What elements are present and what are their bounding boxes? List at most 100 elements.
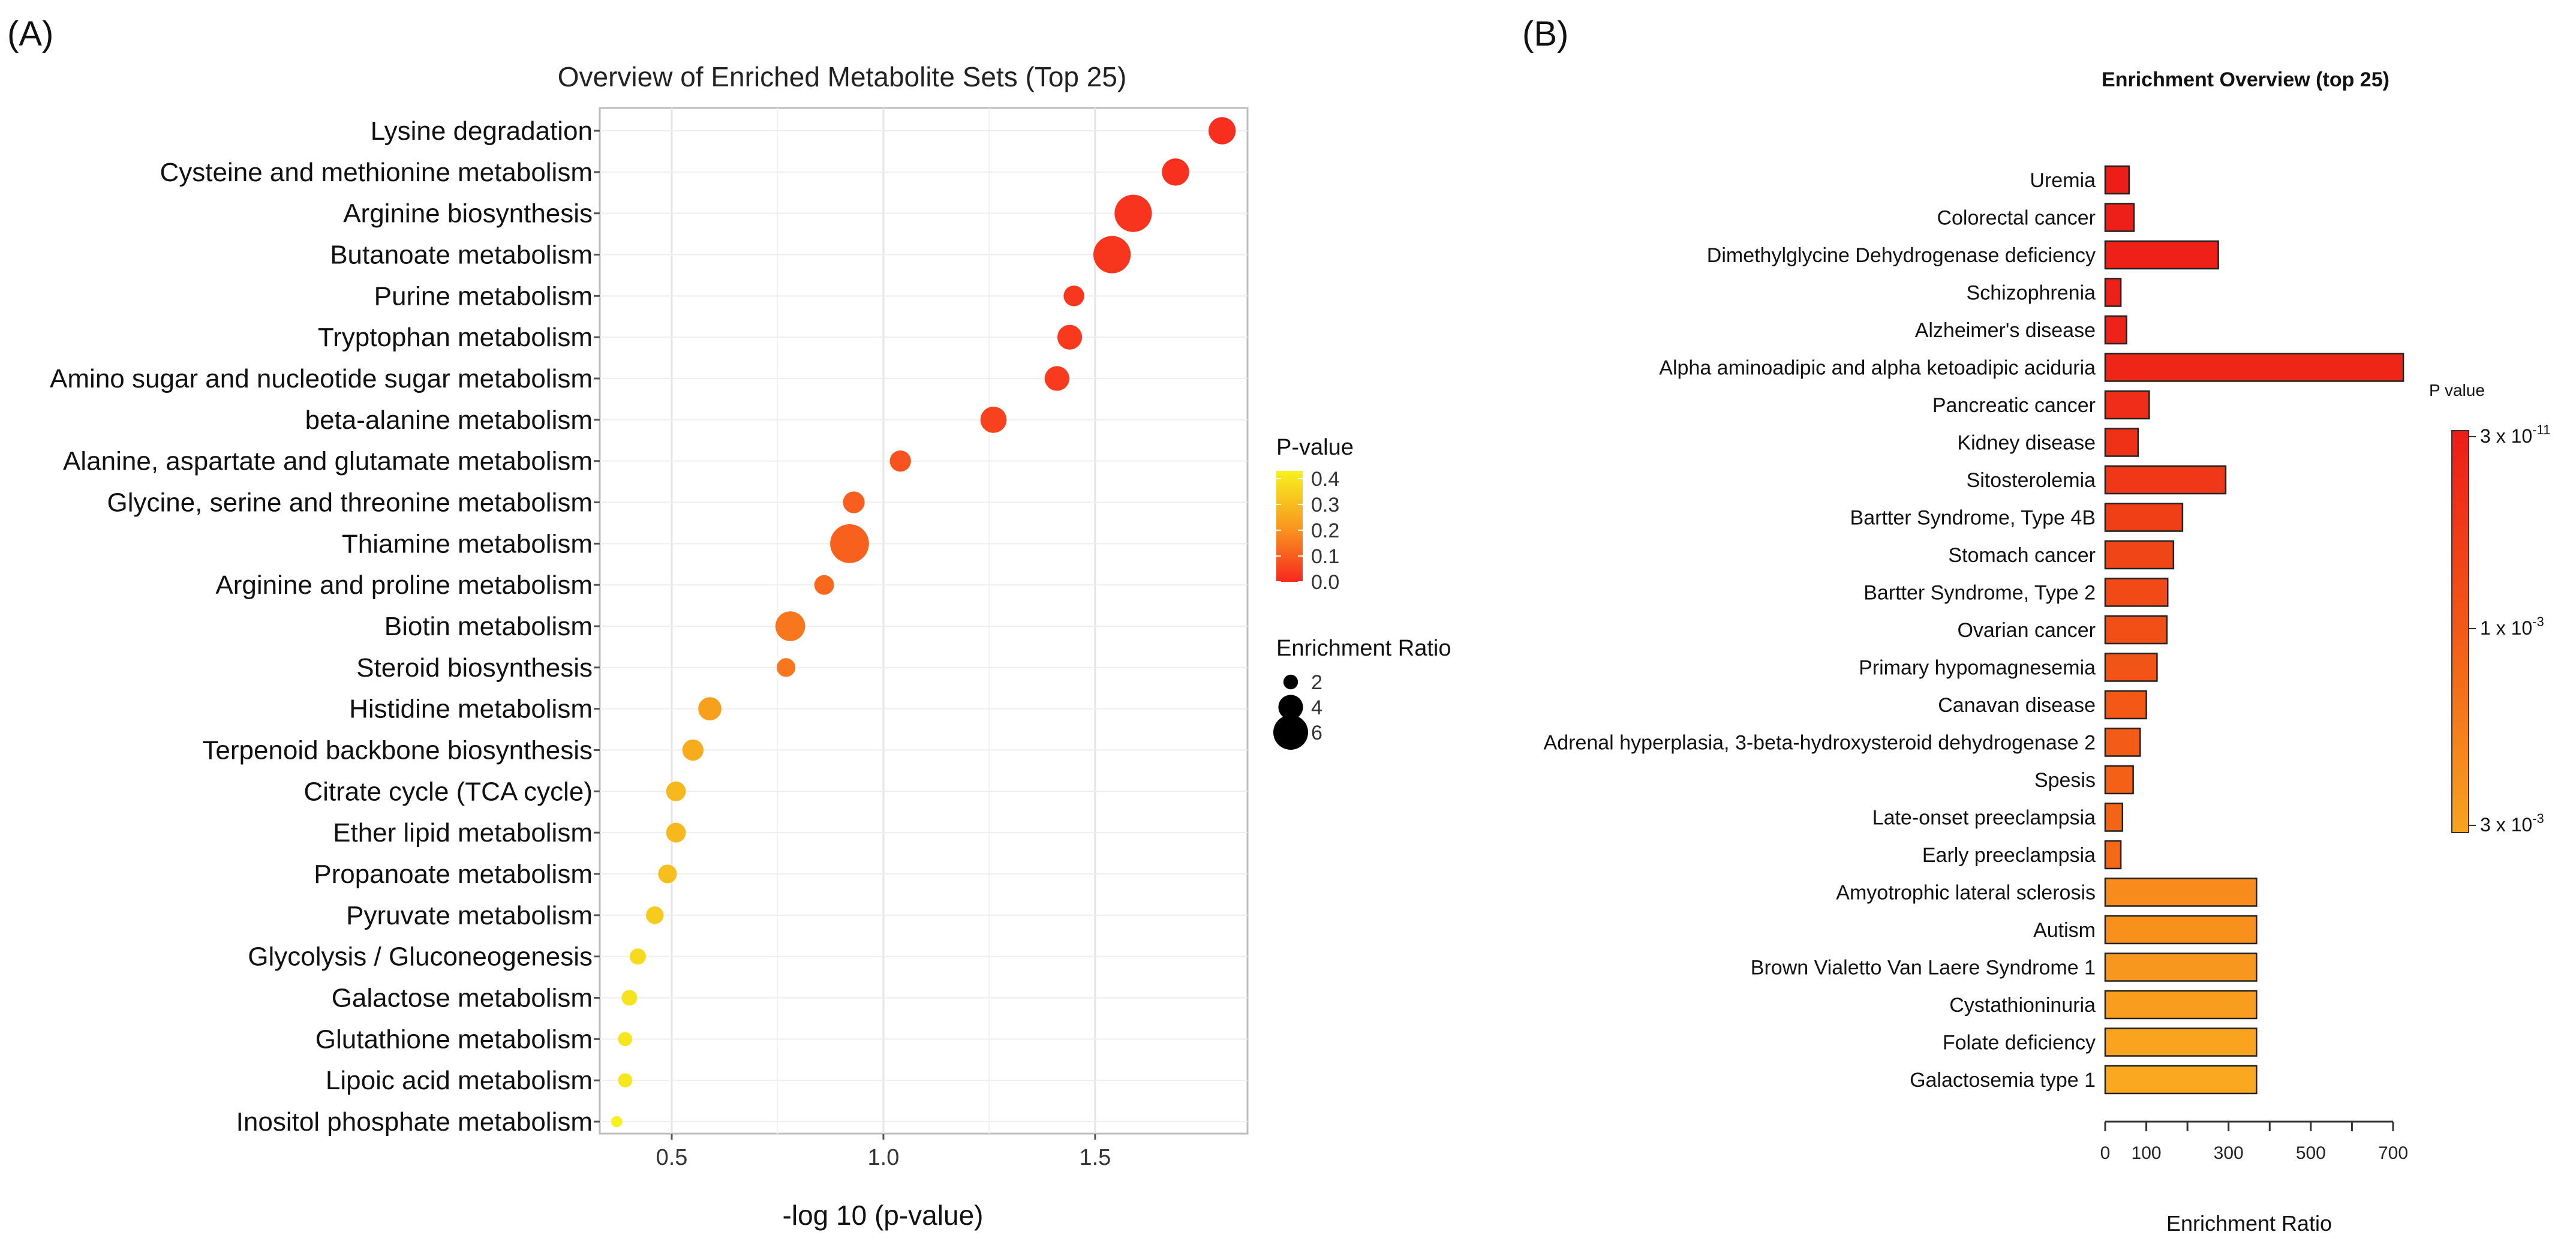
data-point [843, 491, 865, 513]
category-label: Alanine, aspartate and glutamate metabol… [63, 447, 593, 476]
chart-b-x-axis-title: Enrichment Ratio [2166, 1211, 2332, 1236]
bar [2104, 278, 2122, 307]
chart-a-x-axis-title: -log 10 (p-value) [783, 1200, 984, 1231]
category-label: Citrate cycle (TCA cycle) [303, 777, 593, 806]
category-label: Brown Vialetto Van Laere Syndrome 1 [1751, 957, 2096, 979]
data-point [814, 575, 834, 595]
bar [2104, 952, 2258, 982]
category-label: Kidney disease [1957, 432, 2096, 455]
x-tick-label: 700 [2378, 1143, 2408, 1163]
data-point [618, 1073, 633, 1087]
chart-a-color-legend: P-value 0.4 0.3 0.2 0.1 0.0 [1276, 435, 1354, 594]
colorbar-label: 3 x 10-3 [2480, 811, 2544, 836]
category-label: beta-alanine metabolism [305, 405, 593, 435]
x-tick-label: 100 [2132, 1143, 2162, 1163]
size-legend-dot [1283, 674, 1298, 690]
chart-b-category-labels: Uremia Colorectal cancer Dimethylglycine D… [1544, 169, 2096, 1092]
x-tick-label: 1.0 [868, 1145, 900, 1170]
data-point [1044, 366, 1069, 391]
bar [2104, 578, 2169, 607]
category-label: Spesis [2034, 769, 2096, 792]
bar [2104, 915, 2258, 945]
data-point [658, 864, 677, 884]
category-label: Primary hypomagnesemia [1859, 657, 2096, 680]
data-point [621, 990, 638, 1006]
color-legend-ticks: 0.4 0.3 0.2 0.1 0.0 [1276, 468, 1339, 594]
category-label: Purine metabolism [374, 281, 593, 311]
data-point [1093, 236, 1131, 274]
bar [2104, 1027, 2258, 1057]
category-label: Amyotrophic lateral sclerosis [1836, 882, 2096, 905]
colorbar-title: P value [2429, 381, 2485, 399]
data-point [698, 697, 722, 721]
data-point [830, 524, 869, 563]
size-legend-title: Enrichment Ratio [1276, 636, 1451, 661]
bar [2104, 615, 2168, 645]
data-point [775, 611, 805, 641]
colorbar-labels: 3 x 10-11 1 x 10-3 3 x 10-3 [2469, 422, 2550, 836]
category-label: Canavan disease [1938, 694, 2096, 717]
bar [2104, 353, 2404, 382]
category-label: Glycine, serine and threonine metabolism [107, 488, 593, 518]
size-legend-label: 6 [1311, 722, 1322, 744]
color-legend-tick-label: 0.4 [1311, 468, 1339, 491]
category-label: Early preeclampsia [1922, 844, 2096, 867]
colorbar-label-exponent: -11 [2532, 422, 2550, 437]
bar [2104, 803, 2124, 832]
category-label: Schizophrenia [1967, 282, 2096, 305]
category-label: Autism [2033, 919, 2096, 942]
bar [2104, 1065, 2258, 1095]
data-point [611, 1116, 623, 1128]
bar [2104, 465, 2227, 495]
data-point [1208, 117, 1236, 145]
color-legend-tick-label: 0.0 [1311, 571, 1339, 594]
bar [2104, 428, 2139, 457]
color-legend-tick-label: 0.1 [1311, 545, 1339, 568]
size-legend-items: 24 6 [1273, 671, 1322, 750]
category-label: Biotin metabolism [384, 612, 593, 641]
panel-b-label: (B) [1522, 14, 1568, 53]
data-point [777, 658, 796, 677]
bar [2104, 990, 2258, 1020]
data-point [1063, 286, 1084, 307]
category-label: Glutathione metabolism [315, 1024, 593, 1054]
color-legend-tick-label: 0.2 [1311, 519, 1339, 542]
category-label: Stomach cancer [1948, 544, 2096, 567]
category-label: Glycolysis / Gluconeogenesis [248, 942, 593, 972]
category-label: Steroid biosynthesis [356, 653, 593, 683]
category-label: Galactosemia type 1 [1910, 1069, 2096, 1092]
category-label: Galactose metabolism [332, 984, 593, 1013]
data-point [618, 1032, 633, 1047]
bar [2104, 653, 2158, 682]
bar [2104, 390, 2150, 420]
data-point [1114, 194, 1152, 232]
category-label: Pancreatic cancer [1932, 394, 2096, 417]
data-point [646, 906, 664, 924]
category-label: Bartter Syndrome, Type 4B [1850, 507, 2096, 530]
x-tick-label: 0 [2100, 1143, 2111, 1163]
colorbar-label-exponent: -3 [2532, 811, 2544, 826]
chart-a-title: Overview of Enriched Metabolite Sets (To… [558, 61, 1127, 92]
category-label: Lipoic acid metabolism [326, 1066, 593, 1095]
panel-a: (A) Overview of Enriched Metabolite Sets… [7, 14, 1451, 1231]
size-legend-label: 4 [1311, 696, 1322, 719]
colorbar-gradient [2451, 430, 2469, 833]
chart-b-x-ticks: 0 100 300 500 700 [2100, 1122, 2408, 1163]
chart-b-colorbar: P value 3 x 10-11 1 x 10-3 3 x 10-3 [2429, 381, 2550, 836]
bar [2104, 765, 2134, 795]
category-label: Amino sugar and nucleotide sugar metabol… [50, 364, 593, 393]
colorbar-label: 1 x 10-3 [2480, 614, 2544, 639]
size-legend-dot [1273, 715, 1308, 750]
category-label: Histidine metabolism [349, 695, 593, 724]
bar [2104, 540, 2175, 570]
chart-a-category-labels: Lysine degradation Cysteine and methionin… [50, 116, 600, 1137]
bar [2104, 165, 2130, 195]
category-label: Tryptophan metabolism [318, 323, 593, 352]
chart-b-bars [2104, 165, 2404, 1095]
bar [2104, 503, 2184, 532]
category-label: Dimethylglycine Dehydrogenase deficiency [1707, 244, 2096, 267]
category-label: Inositol phosphate metabolism [236, 1107, 593, 1137]
category-label: Alpha aminoadipic and alpha ketoadipic a… [1659, 357, 2096, 380]
color-legend-title: P-value [1276, 435, 1354, 460]
category-label: Late-onset preeclampsia [1872, 807, 2096, 830]
